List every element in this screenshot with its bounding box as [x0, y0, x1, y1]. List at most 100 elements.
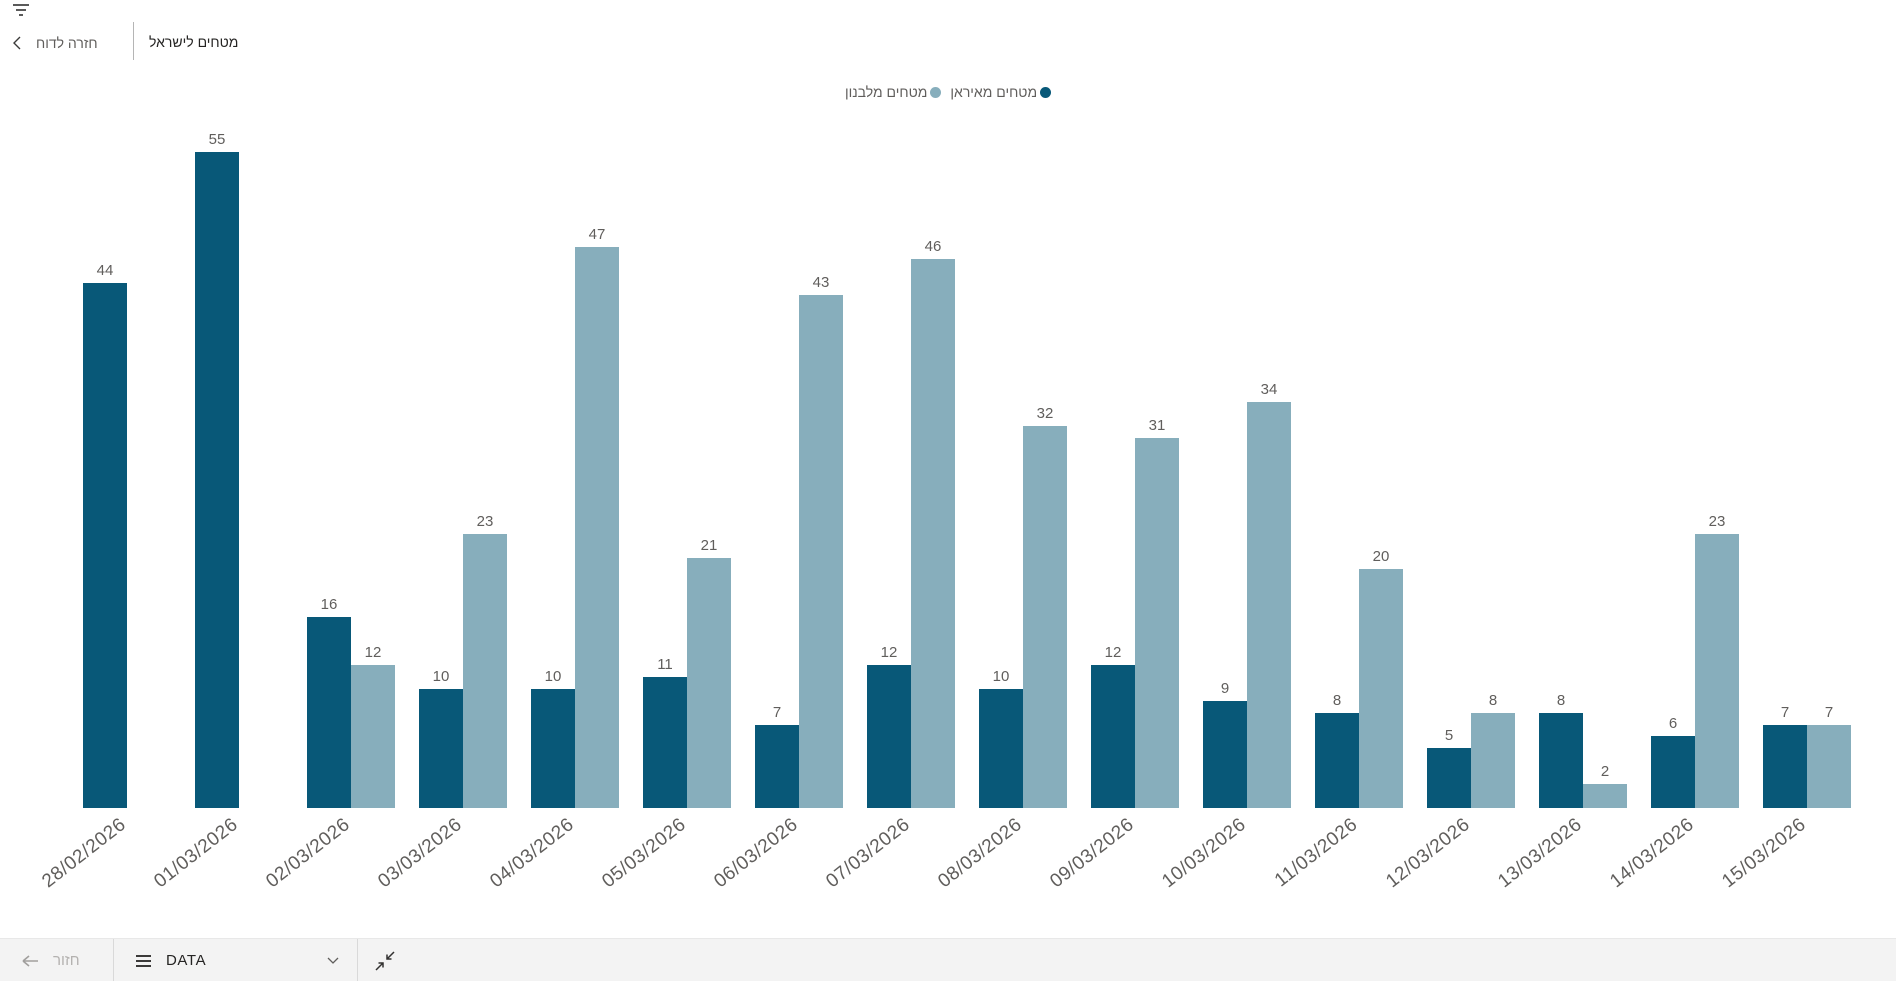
back-to-report-label: חזרה לדוח: [36, 35, 98, 51]
bar-series1-14/03/2026[interactable]: [1651, 736, 1695, 808]
bar-value-label: 20: [1372, 548, 1390, 565]
bar-series1-10/03/2026[interactable]: [1203, 701, 1247, 808]
bar-series1-04/03/2026[interactable]: [531, 689, 575, 808]
bar-series2-06/03/2026[interactable]: [799, 295, 843, 808]
bar-value-label: 12: [364, 644, 382, 661]
bar-value-label: 6: [1668, 715, 1678, 732]
bar-value-label: 43: [812, 274, 830, 291]
bar-series1-01/03/2026[interactable]: [195, 152, 239, 808]
bar-value-label: 10: [544, 668, 562, 685]
divider: [133, 22, 134, 60]
x-axis-label: 12/03/2026: [1382, 814, 1474, 893]
bar-series1-11/03/2026[interactable]: [1315, 713, 1359, 808]
divider: [357, 938, 358, 981]
bar-value-label: 44: [96, 262, 114, 279]
bar-series2-10/03/2026[interactable]: [1247, 402, 1291, 808]
legend-item[interactable]: מטחים מאיראן: [950, 84, 1052, 100]
bar-series2-03/03/2026[interactable]: [463, 534, 507, 808]
bar-value-label: 32: [1036, 405, 1054, 422]
bar-value-label: 34: [1260, 381, 1278, 398]
bar-series2-13/03/2026[interactable]: [1583, 784, 1627, 808]
bar-value-label: 8: [1332, 692, 1342, 709]
x-axis-label: 13/03/2026: [1494, 814, 1586, 893]
bar-series1-07/03/2026[interactable]: [867, 665, 911, 808]
bar-series1-09/03/2026[interactable]: [1091, 665, 1135, 808]
bar-value-label: 12: [1104, 644, 1122, 661]
bar-series1-06/03/2026[interactable]: [755, 725, 799, 808]
x-axis-label: 06/03/2026: [710, 814, 802, 893]
footer-back-label: חזור: [53, 952, 80, 969]
bar-value-label: 47: [588, 226, 606, 243]
bar-value-label: 23: [1708, 513, 1726, 530]
bar-value-label: 7: [1824, 704, 1834, 721]
bar-series1-08/03/2026[interactable]: [979, 689, 1023, 808]
bar-value-label: 23: [476, 513, 494, 530]
bar-value-label: 55: [208, 131, 226, 148]
legend-marker-icon: [930, 86, 942, 98]
bar-value-label: 2: [1600, 763, 1610, 780]
data-selector-label: DATA: [166, 952, 207, 969]
bar-series2-05/03/2026[interactable]: [687, 558, 731, 808]
bar-series1-03/03/2026[interactable]: [419, 689, 463, 808]
bar-value-label: 16: [320, 596, 338, 613]
bar-value-label: 8: [1556, 692, 1566, 709]
bar-series1-12/03/2026[interactable]: [1427, 748, 1471, 808]
x-axis-label: 07/03/2026: [822, 814, 914, 893]
chart-legend: מטחים מאיראן מטחים מלבנון: [0, 84, 1896, 100]
filter-lines-icon[interactable]: [12, 4, 30, 18]
bar-value-label: 7: [1780, 704, 1790, 721]
bar-series1-28/02/2026[interactable]: [83, 283, 127, 808]
bar-series1-13/03/2026[interactable]: [1539, 713, 1583, 808]
x-axis-label: 09/03/2026: [1046, 814, 1138, 893]
bar-series2-07/03/2026[interactable]: [911, 259, 955, 808]
x-axis-label: 05/03/2026: [598, 814, 690, 893]
bar-series1-05/03/2026[interactable]: [643, 677, 687, 808]
legend-label: מטחים מאיראן: [950, 84, 1038, 100]
x-axis-label: 15/03/2026: [1718, 814, 1810, 893]
bar-value-label: 11: [657, 656, 673, 673]
bar-value-label: 9: [1220, 680, 1230, 697]
data-selector[interactable]: DATA: [114, 939, 357, 981]
bar-value-label: 8: [1488, 692, 1498, 709]
divider: [113, 938, 114, 981]
list-menu-icon: [136, 954, 151, 967]
x-axis-label: 02/03/2026: [262, 814, 354, 893]
chevron-down-icon: [327, 957, 339, 964]
bar-series2-09/03/2026[interactable]: [1135, 438, 1179, 808]
x-axis-label: 14/03/2026: [1606, 814, 1698, 893]
x-axis-label: 04/03/2026: [486, 814, 578, 893]
x-axis-label: 03/03/2026: [374, 814, 466, 893]
back-arrow-icon: [22, 954, 38, 967]
bar-series2-04/03/2026[interactable]: [575, 247, 619, 808]
bar-series2-02/03/2026[interactable]: [351, 665, 395, 808]
bar-series2-08/03/2026[interactable]: [1023, 426, 1067, 808]
footer-back-button[interactable]: חזור: [0, 939, 113, 981]
bar-series2-15/03/2026[interactable]: [1807, 725, 1851, 808]
bar-value-label: 5: [1444, 727, 1454, 744]
x-axis-label: 11/03/2026: [1271, 814, 1362, 892]
bar-series1-15/03/2026[interactable]: [1763, 725, 1807, 808]
x-axis-label: 08/03/2026: [934, 814, 1026, 893]
collapse-focus-button[interactable]: [358, 939, 397, 981]
x-axis-label: 10/03/2026: [1158, 814, 1250, 893]
bar-value-label: 12: [880, 644, 898, 661]
bar-series2-12/03/2026[interactable]: [1471, 713, 1515, 808]
bar-value-label: 10: [432, 668, 450, 685]
bar-series2-11/03/2026[interactable]: [1359, 569, 1403, 808]
bar-series2-14/03/2026[interactable]: [1695, 534, 1739, 808]
legend-item[interactable]: מטחים מלבנון: [844, 84, 942, 100]
bar-value-label: 21: [700, 537, 718, 554]
chevron-left-icon: [13, 36, 21, 50]
bar-value-label: 10: [992, 668, 1010, 685]
collapse-arrows-icon: [375, 950, 395, 971]
bar-value-label: 46: [924, 238, 942, 255]
legend-marker-icon: [1040, 86, 1052, 98]
back-to-report-button[interactable]: חזרה לדוח: [12, 30, 98, 56]
x-axis-label: 01/03/2026: [150, 814, 242, 893]
legend-label: מטחים מלבנון: [844, 84, 928, 100]
page-title: מטחים לישראל: [149, 34, 239, 50]
footer-toolbar: חזור DATA: [0, 938, 1896, 981]
bar-value-label: 31: [1148, 417, 1166, 434]
bar-series1-02/03/2026[interactable]: [307, 617, 351, 808]
